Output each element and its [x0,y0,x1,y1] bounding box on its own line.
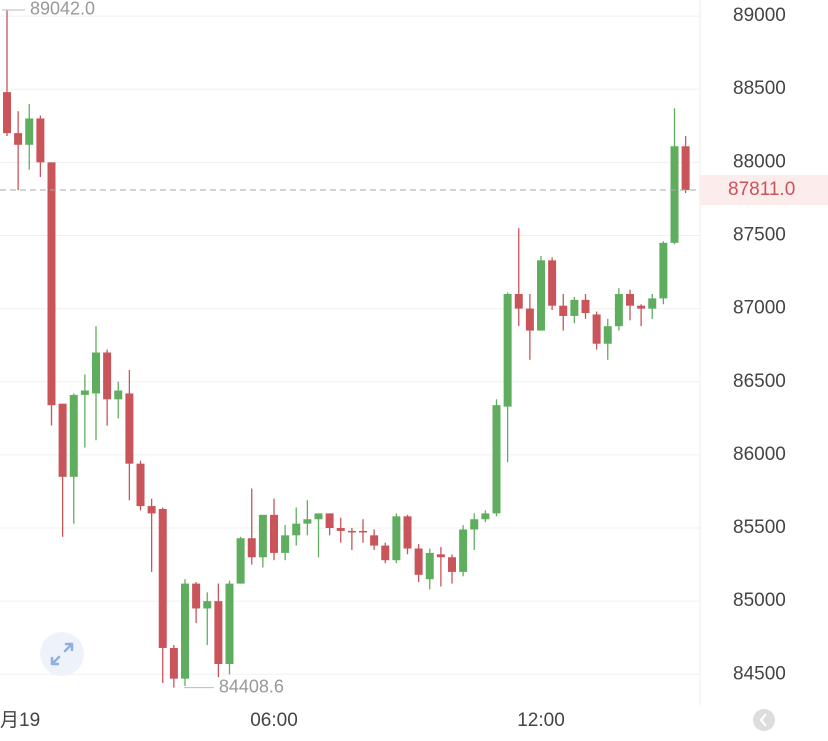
x-tick-label: 月19 [0,710,40,731]
candle-body [648,298,657,309]
candle-body [514,293,523,309]
candle-body [92,352,100,394]
candle-body [503,293,512,407]
candle-body [370,535,379,546]
y-tick-label: 89000 [733,5,786,26]
candle-body [69,394,78,477]
candle-body [470,519,479,530]
candle-body [559,305,568,316]
expand-button[interactable] [40,632,84,676]
candle-body [614,293,623,327]
candle-body [670,146,679,243]
candle-body [492,405,501,514]
candle-body [548,260,557,306]
kline-button[interactable] [753,709,775,731]
y-tick-label: 88500 [733,78,786,99]
kline-icon[interactable] [759,713,767,727]
expand-icon[interactable] [50,642,74,666]
candle-body [192,583,201,609]
candle-body [47,162,56,406]
candle-body [459,529,468,572]
candle-body [537,260,545,331]
y-tick-label: 87500 [733,225,786,246]
candle-body [103,352,112,400]
y-tick-label: 85000 [733,590,786,611]
candle-body [314,513,323,520]
candle-body [347,530,356,533]
candle-body [392,516,401,561]
candle-body [681,146,690,190]
candle-body [14,133,23,145]
x-tick-label: 06:00 [250,710,298,731]
candle-body [214,601,223,665]
candle-body [626,293,634,306]
candle-body [292,523,301,536]
last-price-bg [700,174,828,205]
y-tick-label: 88000 [733,151,786,172]
candle-body [125,393,134,464]
candle-body [481,513,490,520]
min-marker-label: 84408.6 [219,676,284,696]
candle-body [136,463,145,507]
candle-body [247,538,256,558]
candle-body [258,514,267,558]
y-tick-label: 87000 [733,298,786,319]
last-price-label: 87811.0 [728,179,795,200]
kline-button-bg[interactable] [753,709,775,731]
candle-body [325,513,334,529]
candle-body [592,314,601,344]
y-tick-label: 86500 [733,371,786,392]
candle-body [659,242,668,299]
candle-body [80,390,89,395]
candle-body [525,308,534,331]
candle-body [25,118,34,145]
candle-body [414,548,423,575]
candle-body [236,538,245,584]
candle-body [336,528,345,531]
expand-button-bg[interactable] [40,632,84,676]
candle-body [147,506,156,514]
candle-body [58,403,67,477]
max-marker-label: 89042.0 [30,0,95,19]
candle-body [603,326,612,344]
candle-body [448,557,456,572]
candle-body [203,601,212,609]
y-tick-label: 86000 [733,444,786,465]
candle-body [3,92,11,134]
candle-body [381,545,390,561]
candle-body [637,305,646,309]
y-tick-label: 84500 [733,663,786,684]
y-tick-label: 85500 [733,517,786,538]
candle-body [570,299,579,316]
candle-body [581,299,590,314]
candle-body [436,554,445,558]
candle-body [303,519,312,524]
candle-body [169,647,178,679]
candle-body [359,530,367,533]
candle-body [225,583,234,665]
candle-body [425,552,434,580]
candle-body [281,535,290,553]
candle-body [270,514,278,553]
candle-body [114,390,123,400]
candle-body [158,509,167,648]
x-tick-label: 12:00 [517,710,565,731]
candle-body [181,583,189,679]
candle-body [403,516,412,549]
candle-body [36,118,45,163]
